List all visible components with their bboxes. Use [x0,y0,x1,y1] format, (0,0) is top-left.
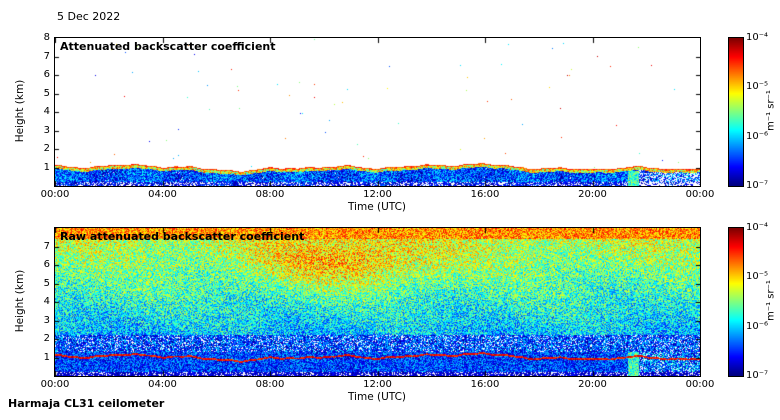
colorbar-tick-label: 10⁻⁶ [746,130,769,142]
y-tick-label: 4 [43,296,50,307]
colorbar-tick-label: 10⁻⁴ [746,32,769,43]
y-tick-label: 4 [43,106,50,117]
x-tick-label: 00:00 [685,189,715,200]
colorbar-top-gradient [729,38,743,186]
panel-title-attenuated: Attenuated backscatter coefficient [60,40,276,53]
y-tick-label: 8 [43,32,50,43]
x-tick-label: 00:00 [40,379,70,390]
y-axis-label-top: Height (km) [14,79,26,143]
y-tick-label: 2 [43,143,50,154]
colorbar-tick-label: 10⁻⁵ [746,81,769,93]
x-axis-label-top: Time (UTC) [347,201,407,213]
y-tick-label: 6 [43,259,50,270]
y-tick-label: 3 [43,314,50,326]
y-tick-label: 6 [43,69,50,80]
x-tick-label: 20:00 [578,379,607,390]
y-tick-label: 1 [43,351,50,363]
raw-backscatter-panel: Raw attenuated backscatter coefficient [54,227,701,377]
x-tick-label: 16:00 [470,189,500,200]
date-label: 5 Dec 2022 [57,10,121,23]
y-tick-label: 2 [43,333,50,344]
x-axis-label-bottom: Time (UTC) [347,391,407,403]
x-tick-label: 00:00 [685,379,715,390]
y-tick-label: 1 [43,161,50,173]
x-tick-label: 20:00 [578,189,607,200]
y-axis-label-bottom: Height (km) [14,269,26,333]
x-tick-label: 00:00 [40,189,70,200]
x-tick-label: 04:00 [148,189,177,200]
x-tick-label: 08:00 [255,189,285,200]
colorbar-tick-label: 10⁻⁷ [746,180,769,191]
colorbar-tick-label: 10⁻⁵ [746,271,769,283]
colorbar-tick-label: 10⁻⁴ [746,222,769,233]
colorbar-tick-label: 10⁻⁷ [746,370,769,381]
x-tick-label: 04:00 [148,379,177,390]
attenuated-backscatter-heatmap [55,38,700,186]
colorbar-tick-label: 10⁻⁶ [746,320,769,332]
y-tick-label: 7 [43,240,50,252]
y-tick-label: 5 [43,87,50,99]
y-tick-label: 3 [43,124,50,136]
instrument-label: Harmaja CL31 ceilometer [8,397,165,410]
colorbar-top [728,37,744,187]
x-tick-label: 12:00 [363,379,392,390]
attenuated-backscatter-panel: Attenuated backscatter coefficient [54,37,701,187]
x-tick-label: 08:00 [255,379,285,390]
panel-title-raw: Raw attenuated backscatter coefficient [60,230,305,243]
colorbar-bottom [728,227,744,377]
y-tick-label: 5 [43,277,50,289]
x-tick-label: 12:00 [363,189,392,200]
y-tick-label: 7 [43,50,50,62]
raw-backscatter-heatmap [55,228,700,376]
colorbar-bottom-gradient [729,228,743,376]
x-tick-label: 16:00 [470,379,500,390]
